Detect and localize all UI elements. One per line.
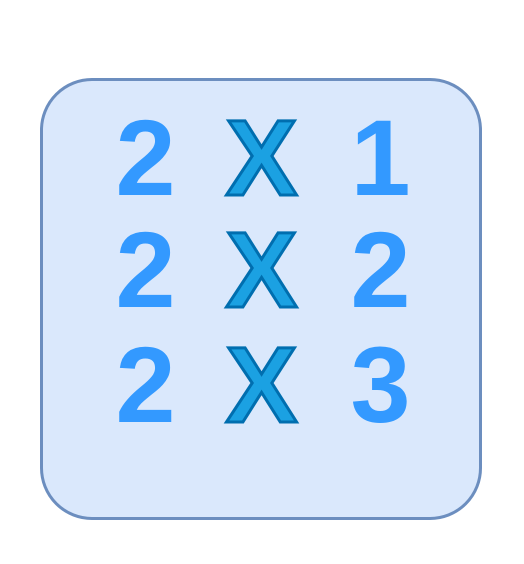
times-sign: X bbox=[224, 324, 299, 445]
left-operand: 2 bbox=[115, 97, 176, 218]
multiplication-table-card: 2 X 1 2 X 2 2 X 3 bbox=[40, 78, 482, 520]
left-operand: 2 bbox=[115, 209, 176, 330]
equation-row: 2 X 3 bbox=[43, 324, 479, 445]
times-sign: X bbox=[224, 209, 299, 330]
left-operand: 2 bbox=[115, 324, 176, 445]
times-sign: X bbox=[224, 97, 299, 218]
right-operand: 1 bbox=[350, 97, 411, 218]
equation-row: 2 X 1 bbox=[43, 97, 479, 218]
equation-row: 2 X 2 bbox=[43, 209, 479, 330]
right-operand: 2 bbox=[350, 209, 411, 330]
right-operand: 3 bbox=[350, 324, 411, 445]
